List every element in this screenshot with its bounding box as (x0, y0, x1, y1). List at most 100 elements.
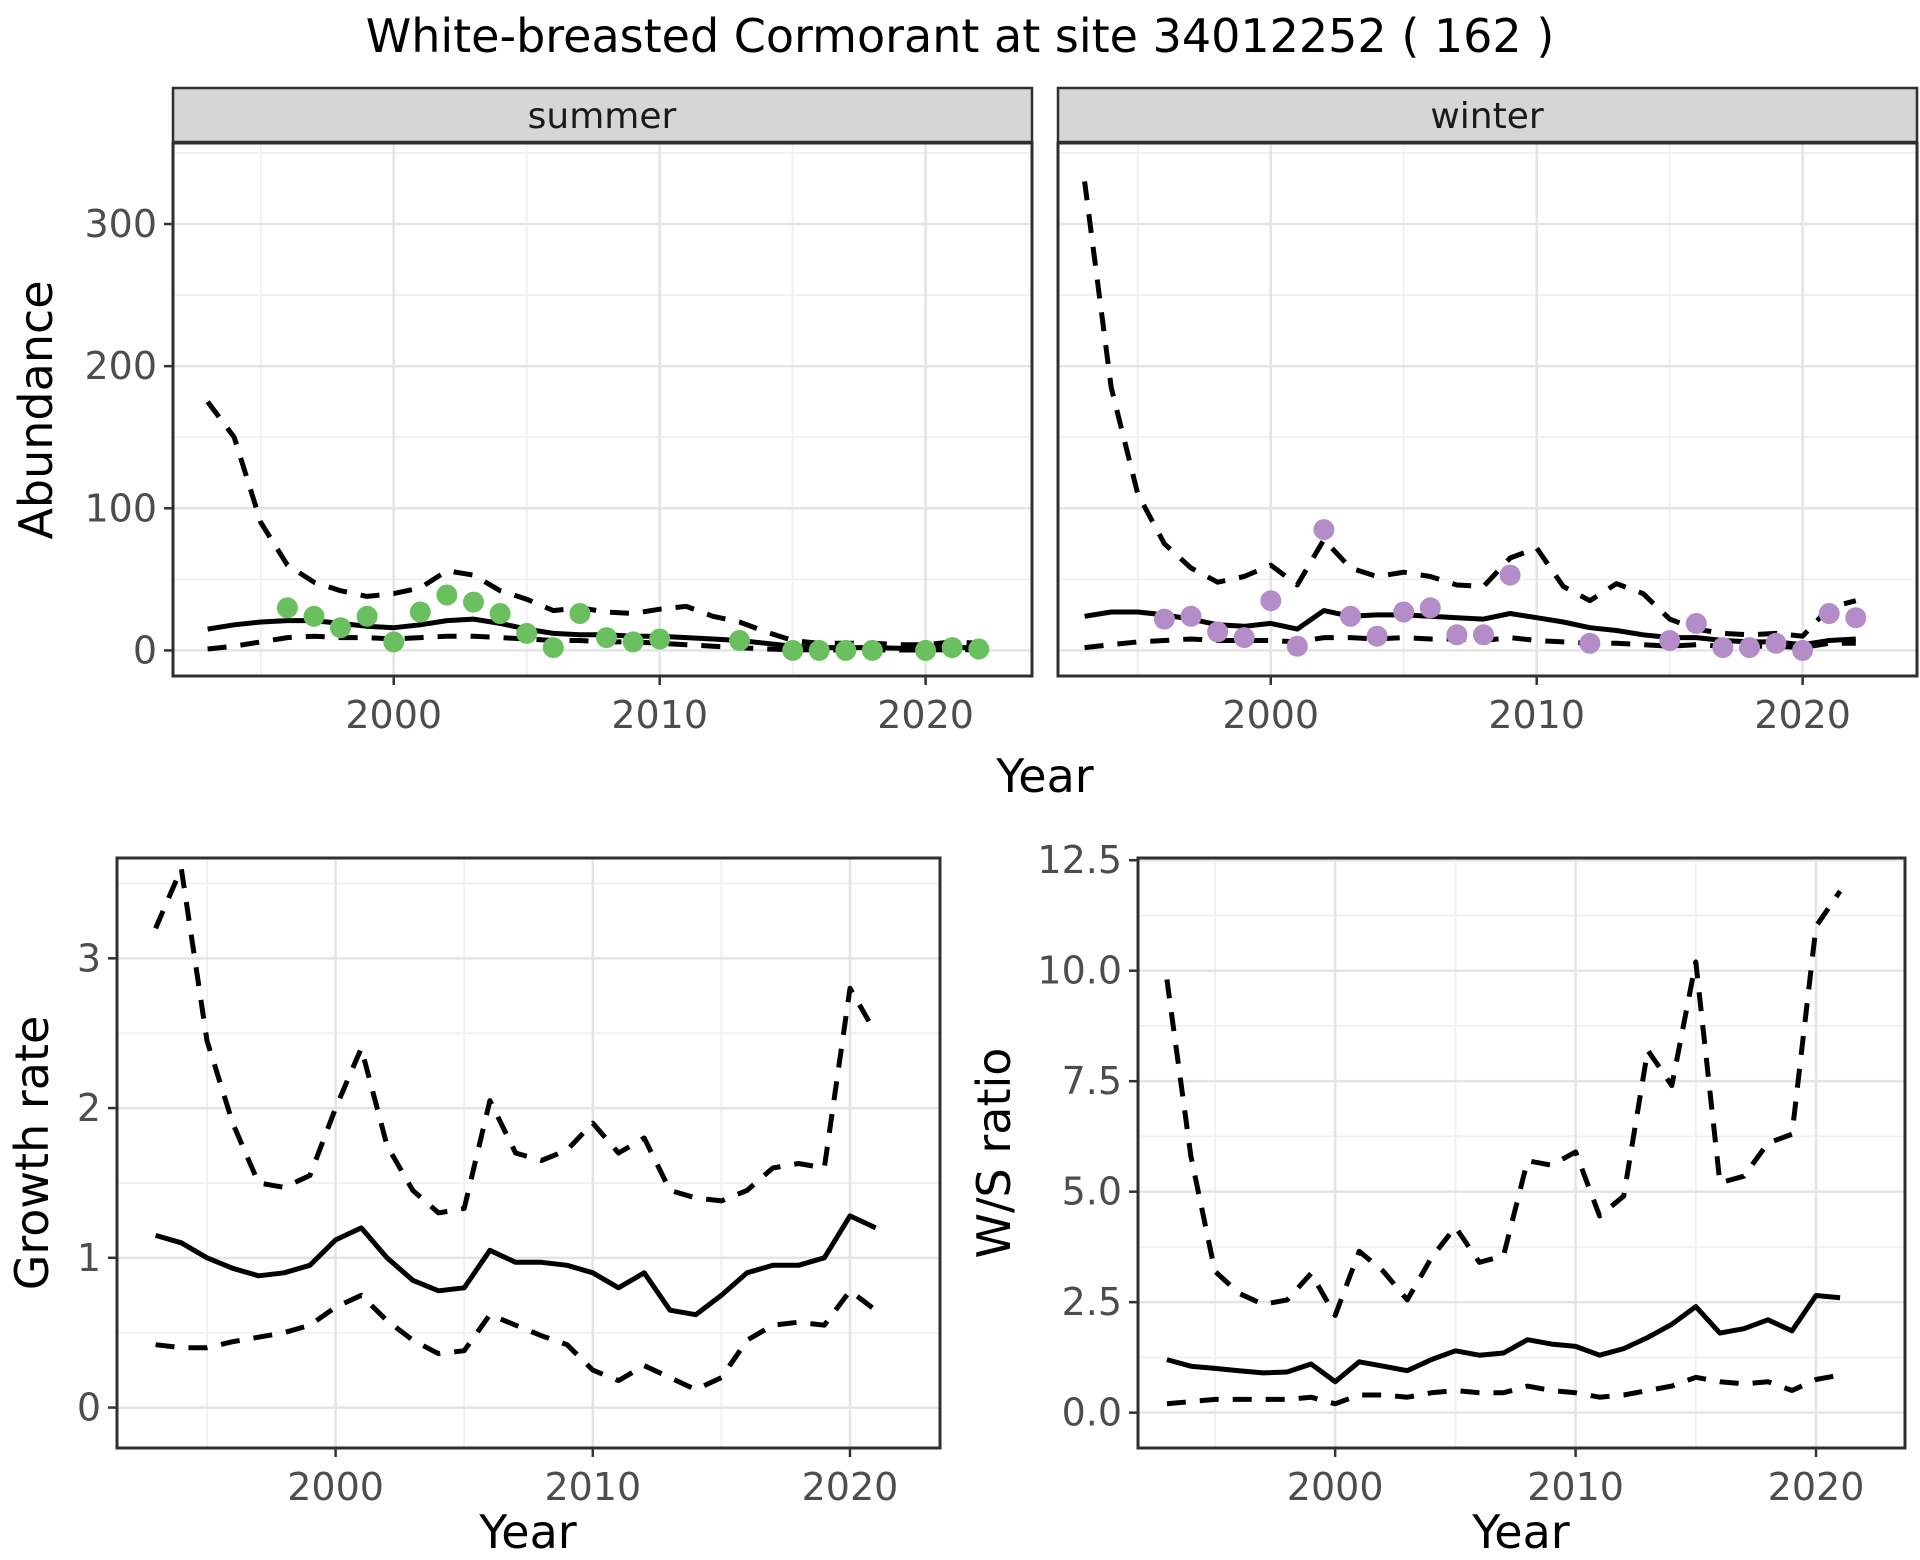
data-point (622, 631, 644, 653)
summer-abundance-panel: 2000 2010 2020 0 100 200 300 (84, 141, 1034, 737)
x-tick-label: 2020 (802, 1465, 899, 1509)
data-point (569, 603, 591, 624)
y-tick-label: 3 (77, 936, 101, 980)
panel-border (115, 856, 942, 1450)
data-point (1473, 624, 1494, 646)
data-point (383, 631, 405, 653)
grid-major-lines (117, 858, 940, 1448)
data-point (356, 605, 378, 627)
data-point (409, 601, 431, 623)
data-point (330, 617, 351, 639)
abundance_summer-points (276, 584, 990, 661)
data-point (1419, 597, 1441, 619)
grid-minor-lines (173, 143, 1032, 676)
data-point (861, 639, 883, 661)
data-point (1366, 625, 1388, 647)
summer-facet-label: summer (528, 96, 677, 137)
growth-rate-panel: 2000 2010 2020 0 1 2 3 (77, 856, 942, 1509)
ws-ratio-axis-title: W/S ratio (967, 1048, 1021, 1259)
data-point (1792, 639, 1814, 661)
figure-title: White-breasted Cormorant at site 3401225… (366, 9, 1555, 63)
growth_rate-mean-line (154, 1213, 877, 1318)
data-point (1393, 601, 1415, 623)
x-tick-label: 2020 (1754, 693, 1851, 737)
axis-ticks: 2000 2010 2020 0 100 200 300 (84, 202, 974, 737)
growth_rate-upper_ci-line (153, 866, 878, 1216)
y-tick-label: 200 (84, 344, 157, 388)
x-tick-label: 2000 (1222, 693, 1319, 737)
y-tick-label: 7.5 (1062, 1059, 1122, 1103)
panel-border (1056, 141, 1919, 678)
data-point (1446, 624, 1468, 646)
winter-facet-strip (1056, 86, 1919, 144)
data-point (596, 627, 617, 649)
data-point (835, 639, 857, 661)
data-point (1180, 605, 1202, 627)
x-tick-label: 2010 (1527, 1465, 1624, 1509)
data-point (489, 603, 511, 624)
axis-ticks: 2000 2010 2020 (1222, 676, 1851, 737)
panel-background (1138, 858, 1905, 1448)
top-year-axis-title: Year (995, 749, 1093, 803)
data-point (808, 639, 830, 661)
data-point (1818, 603, 1840, 624)
data-point (1260, 590, 1282, 612)
data-point (1685, 612, 1707, 634)
ws_ratio-mean-line (1166, 1293, 1841, 1385)
x-tick-label: 2000 (1287, 1465, 1384, 1509)
ws_ratio-lower_ci-line (1166, 1372, 1841, 1407)
grid-major-lines (1138, 858, 1905, 1448)
data-point (1153, 608, 1175, 630)
panel-background (173, 143, 1032, 676)
data-point (729, 630, 750, 651)
winter-abundance-panel: 2000 2010 2020 (1056, 141, 1919, 737)
y-tick-label: 5.0 (1062, 1170, 1122, 1214)
x-tick-label: 2000 (287, 1465, 384, 1509)
y-tick-label: 300 (84, 202, 157, 246)
growth-rate-axis-title: Growth rate (5, 1016, 59, 1291)
bottom-left-year-axis-title: Year (478, 1505, 576, 1559)
panel-background (1058, 143, 1917, 676)
data-point (1207, 621, 1229, 643)
data-point (542, 637, 564, 659)
data-point (1499, 564, 1521, 586)
panel-border (1136, 856, 1907, 1450)
abundance-axis-title: Abundance (9, 280, 63, 539)
x-tick-label: 2020 (877, 693, 974, 737)
data-point (1739, 637, 1760, 659)
winter-facet-label: winter (1430, 96, 1544, 137)
data-point (276, 597, 298, 619)
abundance_winter-upper_ci-line (1082, 181, 1857, 639)
x-tick-label: 2000 (345, 693, 442, 737)
y-tick-label: 10.0 (1037, 949, 1122, 993)
data-point (915, 639, 937, 661)
y-tick-label: 0 (77, 1386, 101, 1430)
x-tick-label: 2010 (1488, 693, 1585, 737)
y-tick-label: 1 (77, 1236, 101, 1280)
abundance_winter-points (1153, 519, 1867, 661)
data-point (303, 605, 325, 627)
data-point (1233, 627, 1255, 649)
panel-background (117, 858, 940, 1448)
grid-major-lines (173, 143, 1032, 676)
data-point (941, 637, 963, 659)
data-point (1340, 605, 1361, 627)
data-point (782, 639, 804, 661)
data-point (436, 584, 458, 606)
x-tick-label: 2010 (544, 1465, 641, 1509)
data-point (1579, 632, 1601, 654)
bottom-right-year-axis-title: Year (1471, 1505, 1569, 1559)
y-tick-label: 2 (77, 1086, 101, 1130)
data-point (1286, 635, 1308, 657)
y-tick-label: 12.5 (1037, 838, 1122, 882)
y-tick-label: 0.0 (1062, 1391, 1122, 1435)
panel-border (171, 141, 1034, 678)
growth_rate-lower_ci-line (155, 1288, 878, 1393)
data-point (1313, 519, 1335, 541)
data-point (1845, 607, 1867, 629)
y-tick-label: 0 (133, 628, 157, 672)
data-point (463, 591, 484, 613)
data-point (1659, 630, 1681, 651)
